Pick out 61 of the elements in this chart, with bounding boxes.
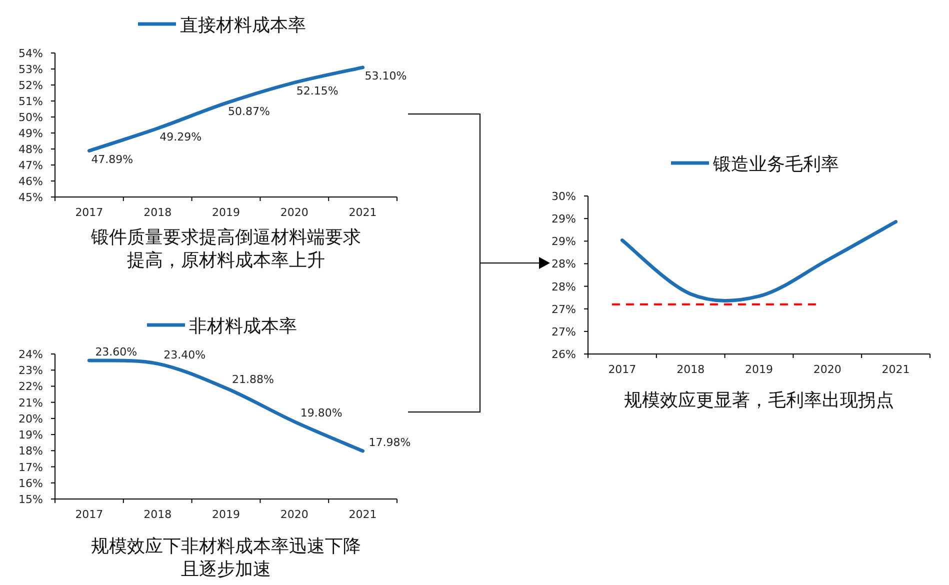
y-tick-label: 27% [552,325,576,338]
line-series [87,66,365,153]
y-tick-label: 49% [18,127,43,140]
y-tick-label: 17% [18,460,43,474]
line-series [87,358,365,453]
x-tick-label: 2020 [280,508,308,521]
y-tick-label: 15% [18,493,43,506]
y-tick-label: 16% [18,476,43,490]
y-tick-label: 24% [18,348,43,361]
x-tick-label: 2021 [348,206,377,219]
data-label: 19.80% [300,406,342,420]
y-tick-label: 27% [552,302,576,316]
data-label: 21.88% [232,373,274,386]
y-tick-label: 18% [18,444,43,458]
x-tick-label: 2020 [813,363,842,376]
y-tick-label: 29% [552,235,576,248]
y-tick-label: 21% [18,396,43,410]
y-tick-label: 30% [552,190,576,203]
y-tick-label: 54% [18,47,43,60]
y-tick-label: 28% [552,258,576,271]
text: 锻件质量要求提高倒逼材料端要求提高，原材料成本率上升 [90,227,361,271]
y-tick-label: 47% [18,159,43,172]
y-tick-label: 45% [18,191,43,204]
y-tick-label: 22% [18,380,43,394]
legend-label: 非材料成本率 [189,316,297,337]
y-tick-label: 48% [18,143,43,156]
x-tick-label: 2019 [212,206,240,219]
legend-label: 直接材料成本率 [180,15,306,36]
y-tick-label: 26% [552,348,576,361]
x-tick-label: 2018 [676,363,705,376]
y-tick-label: 52% [18,79,43,92]
y-tick-label: 20% [18,412,43,426]
x-tick-label: 2021 [348,508,377,521]
x-tick-label: 2019 [745,363,773,376]
y-tick-label: 51% [18,95,43,108]
data-label: 52.15% [296,84,338,98]
x-tick-label: 2020 [280,206,308,219]
data-label: 47.89% [91,152,134,166]
data-label: 53.10% [364,69,407,82]
y-tick-label: 19% [18,428,43,442]
y-tick-label: 29% [552,212,576,226]
data-label: 23.60% [95,345,138,358]
data-label: 49.29% [160,130,202,144]
x-tick-label: 2019 [212,508,240,521]
x-tick-label: 2017 [608,363,636,376]
text: 规模效应更显著，毛利率出现拐点 [624,390,894,411]
x-tick-label: 2018 [144,508,172,521]
x-tick-label: 2017 [75,508,104,521]
legend-label: 锻造业务毛利率 [712,154,839,175]
text: 规模效应下非材料成本率迅速下降且逐步加速 [91,536,361,580]
y-tick-label: 28% [552,280,576,294]
x-tick-label: 2017 [75,206,104,219]
y-tick-label: 46% [18,175,43,188]
x-tick-label: 2018 [144,206,172,219]
y-tick-label: 53% [18,63,43,76]
x-tick-label: 2021 [882,363,910,376]
data-label: 50.87% [228,105,270,118]
data-label: 23.40% [164,348,206,362]
y-tick-label: 50% [18,111,43,124]
y-tick-label: 23% [18,364,43,378]
data-label: 17.98% [368,436,411,449]
